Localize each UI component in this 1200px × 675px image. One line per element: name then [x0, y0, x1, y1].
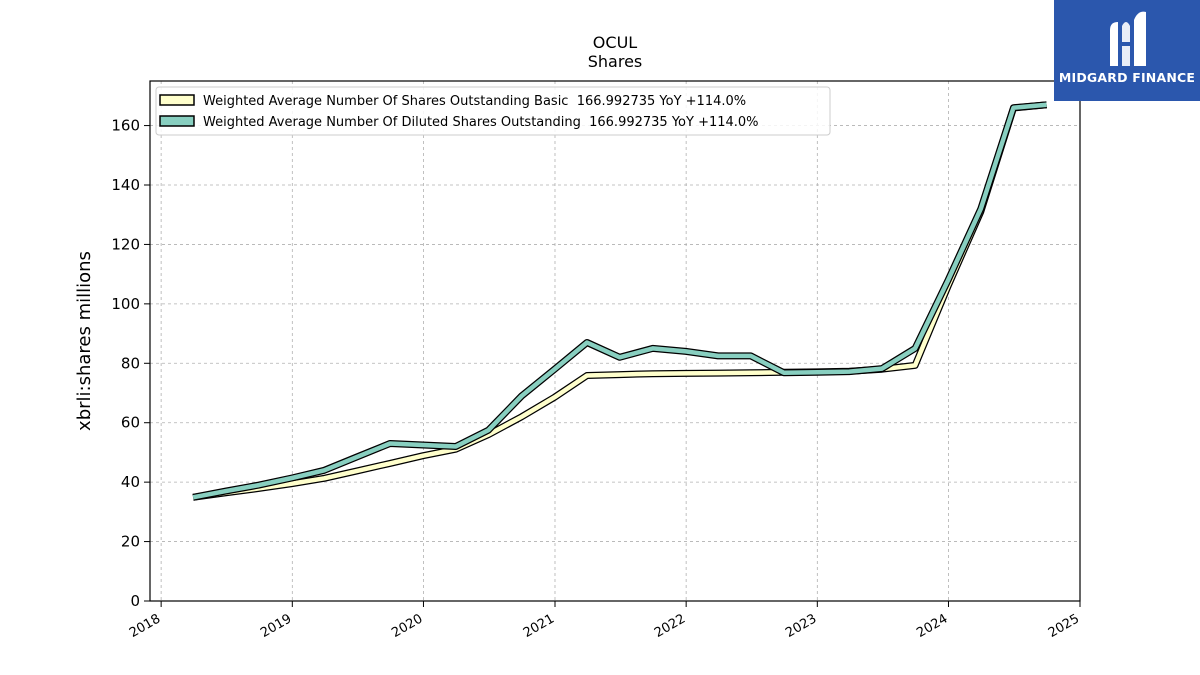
y-tick-label: 120: [111, 235, 140, 253]
x-axis: 2018 2019 2020 2021 2022 2023 2024 2025: [127, 601, 1082, 641]
y-axis: 0 20 40 60 80 100 120 140 160: [111, 117, 150, 610]
legend-label-basic: Weighted Average Number Of Shares Outsta…: [203, 94, 746, 109]
y-tick-label: 60: [121, 414, 140, 432]
y-tick-label: 100: [111, 295, 140, 313]
y-axis-label: xbrli:shares millions: [74, 251, 95, 431]
legend-swatch-diluted: [159, 115, 195, 127]
series-line-basic-outline: [192, 101, 1047, 501]
series-line-basic: [192, 102, 1047, 500]
midgard-finance-logo: MIDGARD FINANCE: [1054, 0, 1200, 101]
y-tick-label: 40: [121, 473, 140, 491]
chart-subtitle: Shares: [588, 52, 643, 71]
chart-title: OCUL: [593, 33, 637, 52]
x-tick-label: 2024: [914, 611, 950, 641]
x-tick-label: 2021: [521, 611, 557, 641]
series-layer: [192, 101, 1047, 501]
legend-label-diluted: Weighted Average Number Of Diluted Share…: [203, 115, 759, 130]
x-tick-label: 2019: [258, 611, 294, 641]
y-tick-label: 140: [111, 176, 140, 194]
y-tick-label: 0: [130, 592, 140, 610]
grid-lines: [150, 81, 1081, 601]
y-tick-label: 80: [121, 354, 140, 372]
x-tick-label: 2023: [783, 611, 819, 641]
series-line-diluted: [192, 102, 1047, 500]
x-tick-label: 2022: [652, 611, 688, 641]
legend-box: [155, 86, 831, 136]
legend-swatch-basic: [159, 94, 195, 106]
y-tick-label: 160: [111, 117, 140, 135]
midgard-logo-icon: [1110, 11, 1146, 66]
y-tick-label: 20: [121, 533, 140, 551]
x-tick-label: 2018: [127, 611, 163, 641]
x-tick-label: 2025: [1046, 611, 1082, 641]
plot-frame: [149, 80, 1081, 602]
x-tick-label: 2020: [389, 611, 425, 641]
series-line-diluted-outline: [192, 101, 1047, 501]
brand-name: MIDGARD FINANCE: [1058, 70, 1196, 85]
legend: Weighted Average Number Of Shares Outsta…: [155, 86, 831, 136]
